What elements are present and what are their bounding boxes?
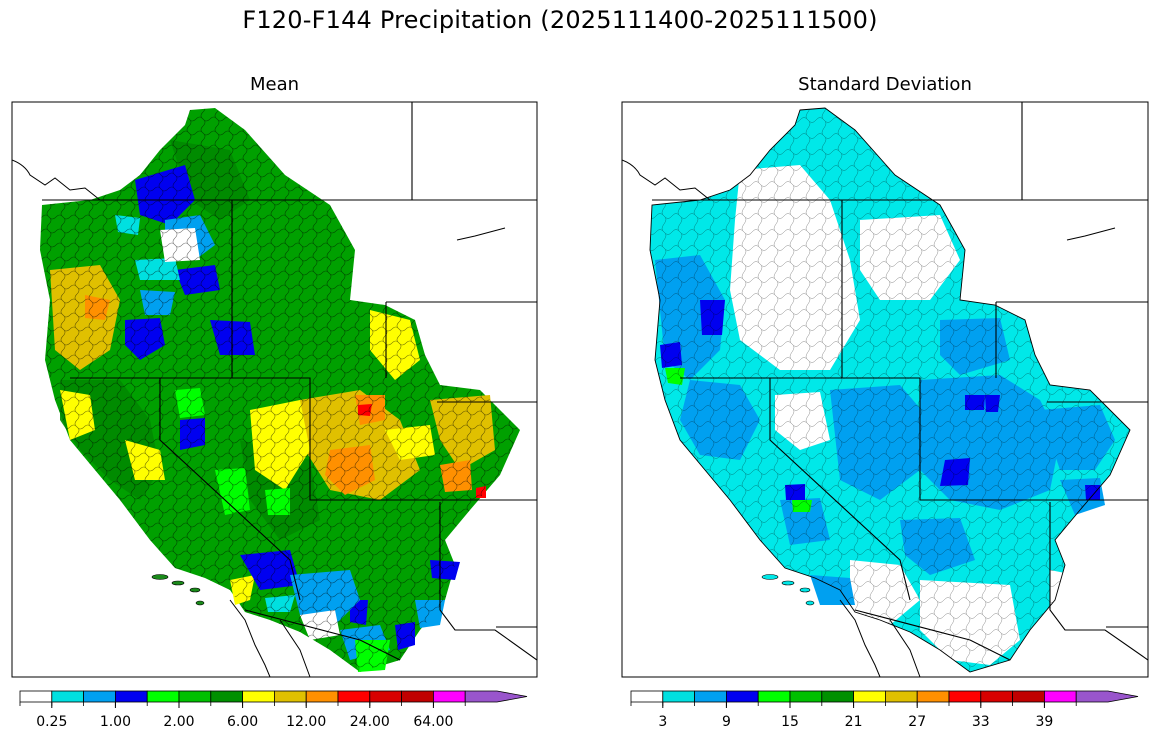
stddev-colorbar-tick-label: 9	[722, 714, 731, 730]
stddev-colorbar-box	[726, 690, 759, 703]
stddev-colorbar-box	[757, 690, 791, 703]
stddev-colorbar-tick-label: 27	[908, 714, 926, 730]
stddev-colorbar-box	[885, 690, 918, 703]
mean-colorbar-box	[178, 690, 212, 703]
mean-state-boundaries	[42, 102, 537, 661]
stddev-colorbar-box	[821, 690, 854, 703]
stddev-colorbar-box	[948, 690, 982, 703]
mean-map-border	[11, 101, 538, 678]
stddev-coastline	[622, 159, 1116, 677]
mean-coastline	[12, 159, 506, 677]
mean-map	[11, 101, 538, 678]
stddev-colorbar-extend-triangle	[1075, 690, 1139, 703]
stddev-basin-boundaries	[650, 108, 1130, 672]
mean-colorbar-box	[273, 690, 307, 703]
mean-panel-title: Mean	[249, 74, 300, 95]
stddev-map-border	[621, 101, 1149, 678]
stddev-colorbar: 3 9 15 21 27 33 39	[630, 690, 1139, 730]
mean-islands	[151, 574, 205, 606]
stddev-colorbar-tick-label: 3	[658, 714, 667, 730]
stddev-state-boundaries	[652, 102, 1148, 661]
mean-colorbar-box	[146, 690, 180, 703]
mean-colorbar-box	[115, 690, 148, 703]
stddev-colorbar-tick-label: 15	[781, 714, 799, 730]
stddev-colorbar-tick-label: 21	[845, 714, 863, 730]
stddev-colorbar-box	[694, 690, 727, 703]
mean-colorbar-tick-label: 12.00	[286, 714, 326, 730]
mean-colorbar-tick-label: 2.00	[163, 714, 194, 730]
mean-basin-boundaries	[40, 108, 520, 672]
mean-colorbar-box	[401, 690, 434, 703]
mean-colorbar-box	[242, 690, 275, 703]
mean-colorbar-tick-label: 1.00	[100, 714, 131, 730]
mean-colorbar-box	[19, 690, 53, 703]
mean-colorbar-tick-label: 24.00	[350, 714, 390, 730]
mean-colorbar-box	[305, 690, 339, 703]
mean-colorbar-box	[210, 690, 244, 703]
stddev-colorbar-box	[662, 690, 695, 703]
stddev-colorbar-box	[1012, 690, 1045, 703]
mean-colorbar-box	[369, 690, 402, 703]
stddev-map	[621, 101, 1149, 678]
stddev-colorbar-box	[853, 690, 886, 703]
stddev-colorbar-box	[1044, 690, 1077, 703]
mean-colorbar-tick-label: 64.00	[413, 714, 453, 730]
mean-colorbar-box	[432, 690, 466, 703]
mean-colorbar-box	[83, 690, 116, 703]
mean-colorbar: 0.25 1.00 2.00 6.00 12.00 24.00 64.00	[19, 690, 528, 730]
stddev-colorbar-tick-label: 39	[1035, 714, 1053, 730]
mean-colorbar-box	[337, 690, 371, 703]
stddev-colorbar-box	[916, 690, 950, 703]
mean-colorbar-extend-triangle	[464, 690, 528, 703]
stddev-colorbar-box	[789, 690, 823, 703]
stddev-colorbar-box	[630, 690, 664, 703]
mean-colorbar-box	[51, 690, 84, 703]
mean-colorbar-tick-label: 6.00	[227, 714, 258, 730]
stddev-islands	[761, 574, 815, 606]
stddev-region-outline	[649, 107, 1131, 673]
figure-title: F120-F144 Precipitation (2025111400-2025…	[242, 6, 878, 34]
stddev-colorbar-box	[980, 690, 1013, 703]
mean-colorbar-tick-label: 0.25	[36, 714, 67, 730]
stddev-panel-title: Standard Deviation	[798, 74, 972, 95]
stddev-colorbar-tick-label: 33	[972, 714, 990, 730]
